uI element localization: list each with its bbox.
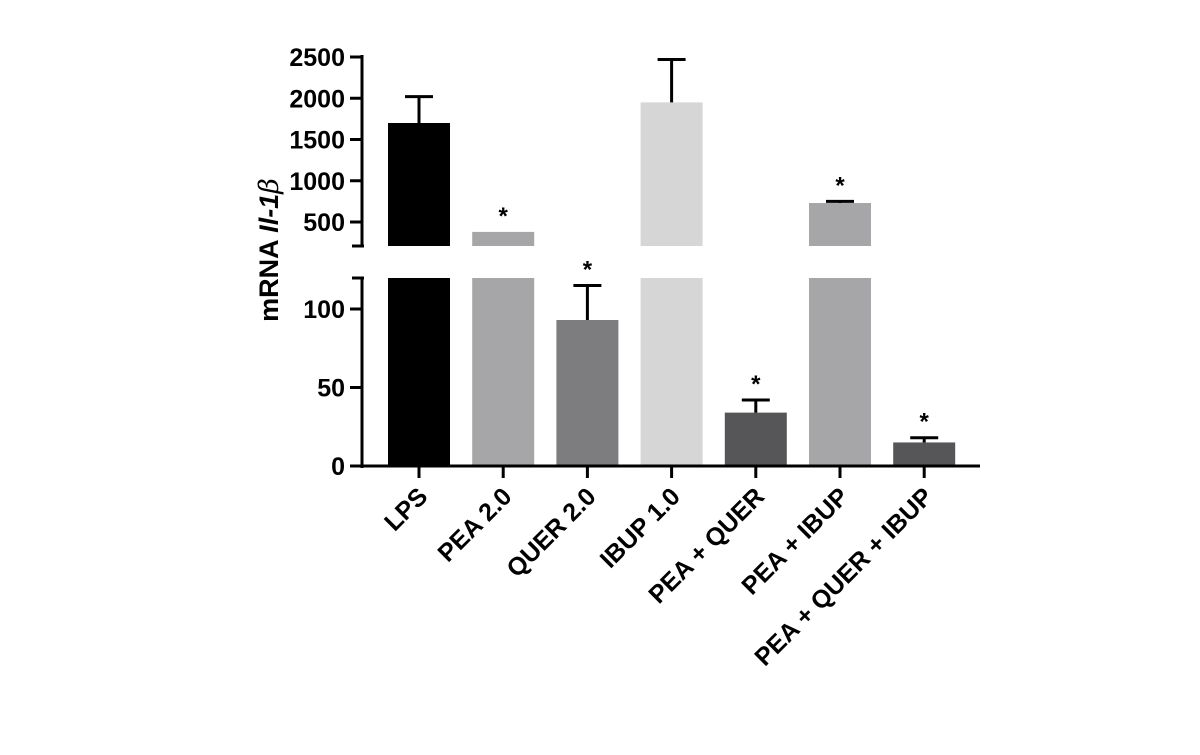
bar-pea-quer-ibup [893,442,956,466]
significance-pea-ibup: * [835,172,845,199]
y-axis-title-gene: Il-1 [254,194,284,233]
y-axis-title: mRNA Il-1β [254,178,285,322]
significance-pea-quer: * [751,371,761,398]
bar-upper-pea-ibup [809,203,871,246]
y-axis-title-symbol: β [254,178,285,195]
bar-upper-pea-2-0 [472,231,535,246]
y-tick-label-0: 0 [331,453,345,481]
bar-pea-quer [724,412,787,466]
y-tick-label-1000: 1000 [289,168,345,196]
significance-pea-2-0: * [499,203,509,230]
bar-lower-ibup-1-0 [640,278,703,466]
bar-upper-ibup-1-0 [640,102,703,246]
x-label-pea-2-0: PEA 2.0 [432,482,517,567]
bar-quer-2-0 [556,319,619,466]
bar-lower-pea-ibup [809,278,871,466]
y-tick-label-50: 50 [317,375,345,403]
significance-quer-2-0: * [583,256,593,283]
y-tick-label-2500: 2500 [289,44,345,72]
y-axis-title-prefix: mRNA [254,233,284,322]
x-label-quer-2-0: QUER 2.0 [501,482,601,582]
significance-pea-quer-ibup: * [920,409,930,436]
y-tick-label-1500: 1500 [289,127,345,155]
bar-lower-lps [388,278,450,466]
bar-upper-lps [388,123,450,246]
y-tick-label-500: 500 [303,209,345,237]
bar-lower-pea-2-0 [472,278,535,466]
y-tick-label-100: 100 [303,296,345,324]
y-tick-label-2000: 2000 [289,85,345,113]
x-label-lps: LPS [379,482,433,536]
